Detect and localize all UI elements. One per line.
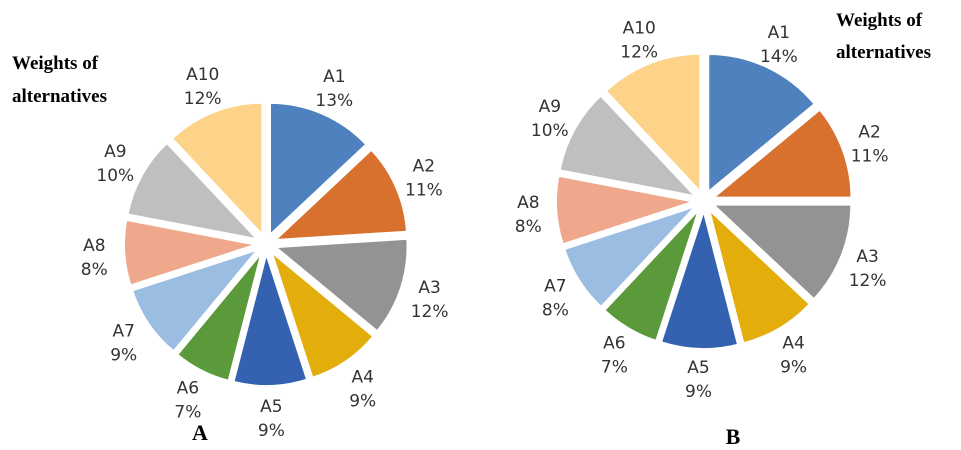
pie-a-slice-a7 xyxy=(130,247,261,353)
pie-b-label-a7-category: A7 xyxy=(544,276,566,296)
pie-a-label-a5-category: A5 xyxy=(260,397,282,417)
pie-b-labels: A1 14% A2 11% A3 12% A4 9% A5 9% A6 7% A7 8% A8 8% A9 10%… xyxy=(515,18,889,402)
chart-b-caption: B xyxy=(726,424,741,449)
pie-a-slice-a5 xyxy=(232,250,309,387)
pie-b-label-a6-category: A6 xyxy=(603,334,625,354)
pie-b-slices xyxy=(555,52,853,350)
pie-a-label-a2-percent: 11% xyxy=(405,181,443,201)
pie-a-label-a3-percent: 12% xyxy=(411,302,449,322)
pie-b-label-a1-percent: 14% xyxy=(760,47,798,67)
pie-a-label-a1-percent: 13% xyxy=(315,91,353,111)
pie-a-slice-a6 xyxy=(175,252,263,382)
pie-b-label-a5-category: A5 xyxy=(687,358,709,378)
pie-a-label-a5-percent: 9% xyxy=(258,421,285,441)
pie-b-label-a9-category: A9 xyxy=(539,97,561,117)
pie-a-label-a6-percent: 7% xyxy=(174,402,201,422)
pie-a-labels: A1 13% A2 11% A3 12% A4 9% A5 9% A6 7% A7 9% A8 8% A9 10%… xyxy=(81,65,449,441)
pie-a-slice-a1 xyxy=(268,101,368,238)
pie-a-slices xyxy=(123,101,409,387)
pie-a-title-line-2: alternatives xyxy=(12,86,107,107)
pie-b-slice-a5 xyxy=(659,207,740,350)
chart-a-caption: A xyxy=(192,420,208,445)
pie-a-title-line-1: Weights of xyxy=(12,53,99,74)
pie-b-label-a2-category: A2 xyxy=(858,122,880,142)
pie-a-label-a8-percent: 8% xyxy=(81,260,108,280)
pie-chart-b: Weights of alternatives A114%A211%A312%A… xyxy=(515,10,931,449)
pie-a-label-a2-category: A2 xyxy=(413,157,435,177)
pie-a-label-a8-category: A8 xyxy=(83,236,105,256)
pie-b-label-a6-percent: 7% xyxy=(601,358,628,378)
pie-a-slice-a4 xyxy=(269,249,375,380)
pie-b-slice-a2 xyxy=(710,108,853,199)
pie-a-label-a4-percent: 9% xyxy=(349,391,376,411)
pie-b-label-a10-category: A10 xyxy=(623,18,656,38)
pie-b-slice-a6 xyxy=(603,208,700,343)
pie-a-slice-a3 xyxy=(272,237,409,333)
pie-b-label-a2-percent: 11% xyxy=(851,146,889,166)
pie-a-label-a7-percent: 9% xyxy=(110,346,137,366)
pie-b-label-a7-percent: 8% xyxy=(542,300,569,320)
pie-b-label-a10-percent: 12% xyxy=(620,42,658,62)
pie-b-label-a9-percent: 10% xyxy=(531,121,569,141)
pie-b-label-a1-category: A1 xyxy=(768,23,790,43)
pie-b-label-a4-category: A4 xyxy=(782,334,804,354)
pie-a-slice-a9 xyxy=(126,141,261,241)
pie-b-label-a5-percent: 9% xyxy=(685,382,712,402)
pie-a-slice-a10 xyxy=(170,101,264,238)
pie-b-title-line-2: alternatives xyxy=(836,42,931,63)
pie-a-label-a6-category: A6 xyxy=(177,378,199,398)
pie-a-slice-a2 xyxy=(272,148,408,242)
pie-a-label-a1-category: A1 xyxy=(323,67,345,87)
pie-a-label-a7-category: A7 xyxy=(112,322,134,342)
pie-a-label-a10-percent: 12% xyxy=(184,89,222,109)
pie-a-label-a10-category: A10 xyxy=(186,65,219,85)
pie-a-label-a4-category: A4 xyxy=(351,367,373,387)
pie-b-slice-a8 xyxy=(555,174,695,246)
pie-a-label-a9-category: A9 xyxy=(104,142,126,162)
pie-b-label-a3-category: A3 xyxy=(856,247,878,267)
pie-b-label-a4-percent: 9% xyxy=(780,358,807,378)
pie-b-slice-a10 xyxy=(604,52,702,195)
pie-b-slice-a4 xyxy=(707,206,812,345)
pie-b-title-line-1: Weights of xyxy=(836,10,923,31)
pie-a-label-a3-category: A3 xyxy=(418,278,440,298)
pie-b-slice-a9 xyxy=(558,94,699,198)
pie-b-label-a3-percent: 12% xyxy=(849,271,887,291)
pie-chart-a: Weights of alternatives A113%A211%A312%A… xyxy=(12,53,448,445)
pie-b-slice-a1 xyxy=(707,52,816,195)
pie-a-label-a9-percent: 10% xyxy=(96,166,134,186)
pie-a-slice-a8 xyxy=(123,218,257,287)
pie-b-label-a8-category: A8 xyxy=(517,193,539,213)
pie-b-label-a8-percent: 8% xyxy=(515,217,542,237)
pie-b-slice-a3 xyxy=(710,203,853,301)
pie-b-slice-a7 xyxy=(563,205,697,309)
